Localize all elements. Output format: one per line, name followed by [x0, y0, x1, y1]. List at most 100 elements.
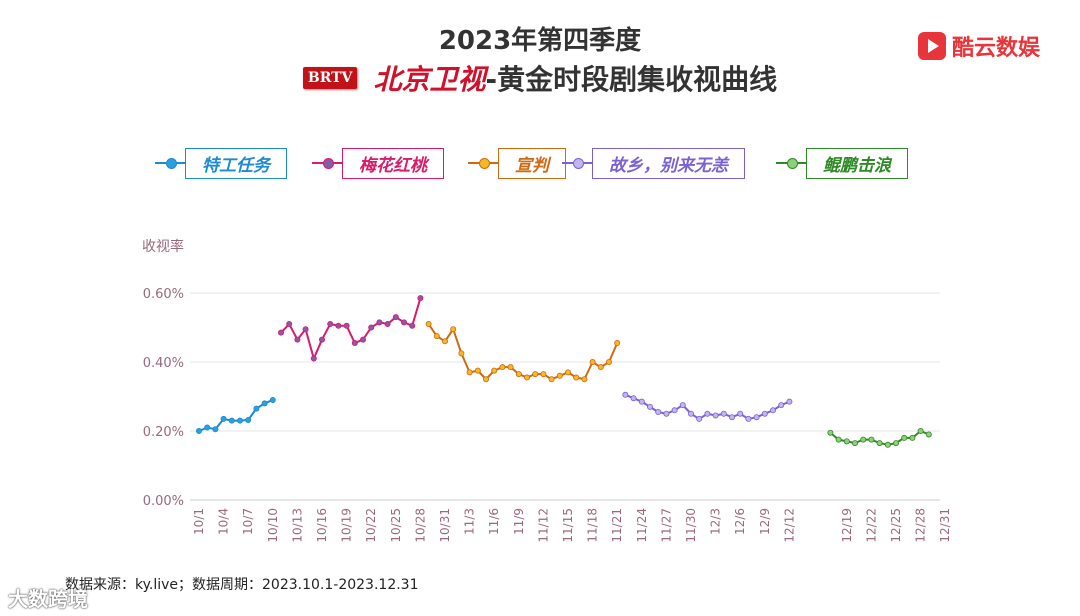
data-point — [294, 336, 301, 343]
data-point — [302, 326, 309, 333]
data-point — [860, 436, 867, 443]
data-point — [212, 426, 219, 433]
x-tick-label: 10/10 — [266, 508, 280, 543]
legend-item: 梅花红桃 — [312, 147, 444, 179]
data-point — [745, 415, 752, 422]
legend-marker-icon — [776, 158, 806, 169]
data-point — [688, 410, 695, 417]
kuyun-logo-text: 酷云数娱 — [952, 36, 1041, 61]
x-tick-label: 10/13 — [290, 508, 304, 543]
data-point — [573, 374, 580, 381]
x-tick-label: 11/3 — [463, 508, 477, 535]
legend-label: 宣判 — [498, 147, 566, 179]
data-point — [581, 376, 588, 383]
data-point — [204, 424, 211, 431]
data-point — [671, 407, 678, 414]
series-0 — [195, 396, 276, 434]
x-tick-label: 10/31 — [438, 508, 452, 543]
x-tick-label: 12/12 — [782, 508, 796, 543]
data-point — [901, 434, 908, 441]
y-tick-label: 0.40% — [143, 356, 184, 371]
data-point — [318, 336, 325, 343]
x-tick-label: 10/25 — [389, 508, 403, 543]
x-tick-label: 12/22 — [864, 508, 878, 543]
data-point — [720, 410, 727, 417]
watermark: 大数跨境 — [8, 587, 88, 611]
data-point — [589, 358, 596, 365]
data-point — [540, 371, 547, 378]
data-point — [384, 321, 391, 328]
data-point — [491, 367, 498, 374]
data-point — [441, 338, 448, 345]
legend-item: 鲲鹏击浪 — [776, 147, 908, 179]
series-1 — [277, 295, 424, 362]
x-tick-label: 11/9 — [512, 508, 526, 535]
data-point — [786, 398, 793, 405]
data-point — [474, 367, 481, 374]
legend-marker-icon — [312, 158, 342, 169]
data-point — [417, 295, 424, 302]
x-tick-label: 11/27 — [659, 508, 673, 543]
x-tick-label: 11/18 — [586, 508, 600, 543]
legend-label: 故乡，别来无恙 — [592, 147, 745, 179]
data-point — [253, 405, 260, 412]
data-point — [843, 438, 850, 445]
x-tick-label: 10/22 — [364, 508, 378, 543]
data-point — [679, 402, 686, 409]
data-point — [884, 441, 891, 448]
data-point — [228, 417, 235, 424]
data-point — [425, 321, 432, 328]
x-tick-label: 10/1 — [192, 508, 206, 535]
legend-item: 宣判 — [468, 147, 566, 179]
chart-title-line1: 2023年第四季度 — [438, 26, 642, 56]
data-point — [565, 369, 572, 376]
data-point — [868, 436, 875, 443]
data-point — [236, 417, 243, 424]
data-point — [351, 340, 358, 347]
data-point — [770, 407, 777, 414]
data-point — [376, 319, 383, 326]
x-tick-label: 11/15 — [561, 508, 575, 543]
series-line — [280, 297, 422, 360]
data-point — [712, 412, 719, 419]
data-point — [622, 391, 629, 398]
data-point — [499, 364, 506, 371]
data-point — [753, 414, 760, 421]
data-point — [269, 396, 276, 403]
data-point — [696, 415, 703, 422]
data-point — [606, 358, 613, 365]
title-channel: 北京卫视 — [373, 63, 486, 96]
legend-label: 特工任务 — [185, 147, 287, 179]
x-tick-label: 12/19 — [840, 508, 854, 543]
x-tick-label: 10/28 — [413, 508, 427, 543]
x-tick-label: 11/6 — [487, 508, 501, 535]
data-point — [655, 409, 662, 416]
data-point — [400, 319, 407, 326]
data-point — [277, 329, 284, 336]
x-tick-label: 10/4 — [217, 508, 231, 535]
series-line — [427, 323, 619, 381]
legend-marker-icon — [155, 158, 185, 169]
x-tick-label: 10/19 — [340, 508, 354, 543]
data-point — [852, 440, 859, 447]
legend-item: 特工任务 — [155, 147, 287, 179]
data-point — [532, 371, 539, 378]
data-point — [261, 400, 268, 407]
legend-marker-icon — [562, 158, 592, 169]
data-point — [392, 314, 399, 321]
data-point — [704, 410, 711, 417]
x-tick-label: 12/3 — [709, 508, 723, 535]
x-tick-label: 11/21 — [610, 508, 624, 543]
data-source-note: 数据来源：ky.live；数据周期：2023.10.1-2023.12.31 — [65, 577, 419, 593]
data-point — [663, 410, 670, 417]
data-point — [778, 402, 785, 409]
chart-title-line2: BRTV 北京卫视 -黄金时段剧集收视曲线 — [0, 58, 1080, 98]
data-point — [647, 403, 654, 410]
legend-label: 梅花红桃 — [342, 147, 444, 179]
series-line — [198, 399, 274, 432]
play-logo-icon — [918, 32, 946, 60]
data-point — [507, 364, 514, 371]
data-point — [597, 364, 604, 371]
data-point — [556, 372, 563, 379]
